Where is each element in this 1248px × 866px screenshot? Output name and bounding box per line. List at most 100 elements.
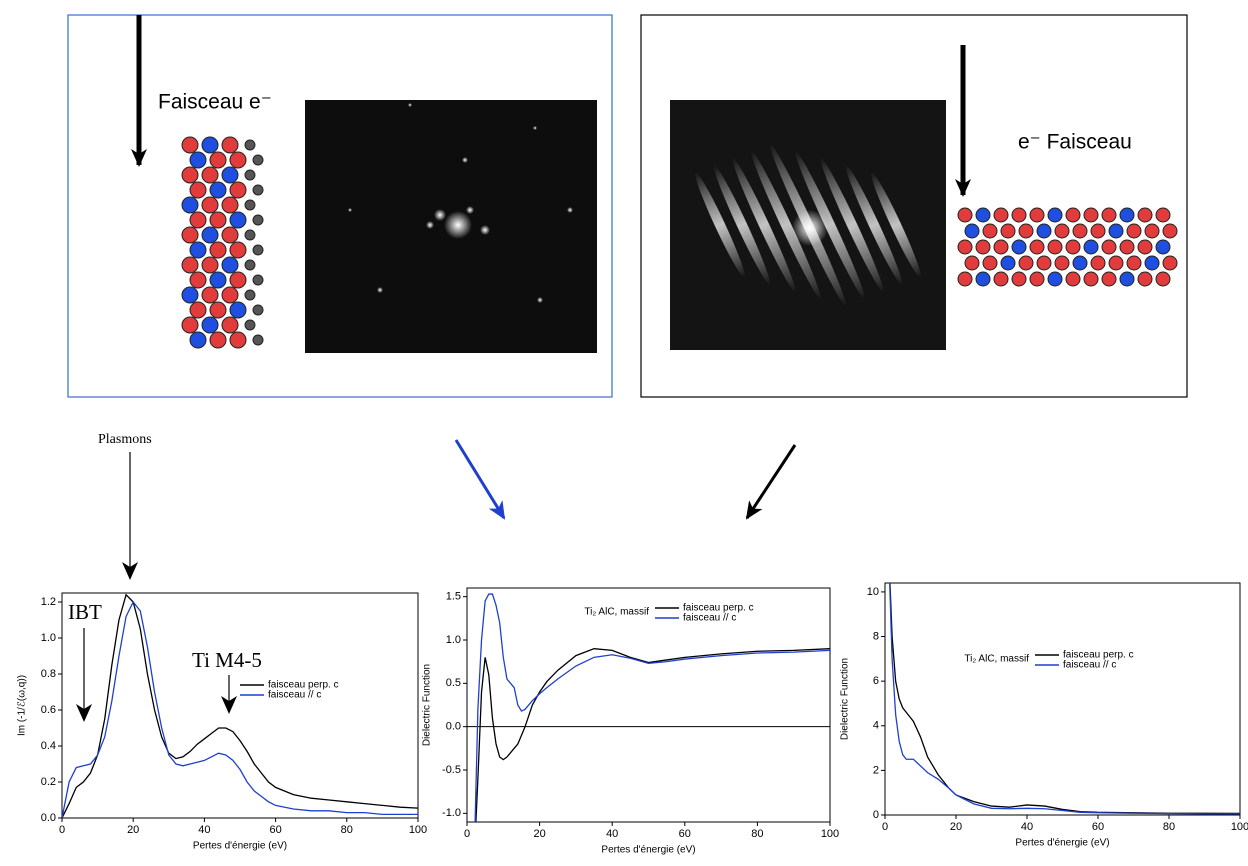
atom: [252, 184, 264, 196]
x-tick-label: 60: [269, 824, 281, 836]
diffraction-streak: [732, 157, 796, 293]
diffraction-spot: [444, 211, 472, 239]
atom: [1047, 239, 1063, 255]
atom: [1101, 271, 1117, 287]
atom: [252, 154, 264, 166]
annotation: Plasmons: [98, 432, 152, 447]
atom: [957, 271, 973, 287]
atom: [957, 207, 973, 223]
x-tick-label: 100: [1231, 821, 1248, 833]
atom: [244, 139, 256, 151]
x-tick-label: 100: [409, 824, 427, 836]
atom: [957, 239, 973, 255]
atom: [1018, 255, 1034, 271]
x-axis-label: Pertes d'énergie (eV): [193, 841, 287, 852]
atom: [201, 316, 219, 334]
atom: [1090, 255, 1106, 271]
atom: [221, 256, 239, 274]
atom: [1126, 223, 1142, 239]
atom: [1083, 239, 1099, 255]
atom: [229, 181, 247, 199]
atom: [209, 151, 227, 169]
diffraction-spot: [348, 208, 352, 212]
atom: [1083, 271, 1099, 287]
link-arrow: [454, 439, 506, 520]
atom: [189, 271, 207, 289]
atom: [244, 199, 256, 211]
diffraction-spot: [377, 287, 383, 293]
x-tick-label: 60: [679, 828, 691, 840]
y-tick-label: 0.4: [41, 740, 56, 752]
x-tick-label: 40: [1021, 821, 1033, 833]
data-line: [889, 583, 1240, 815]
x-tick-label: 100: [821, 828, 839, 840]
beam-label: e⁻ Faisceau: [1018, 131, 1132, 154]
legend-label: faisceau // c: [683, 613, 736, 624]
atom: [1108, 255, 1124, 271]
atom: [1065, 271, 1081, 287]
y-tick-label: 1.2: [41, 596, 56, 608]
atom: [1072, 223, 1088, 239]
atom: [181, 136, 199, 154]
atom: [209, 181, 227, 199]
diffraction-streak: [820, 157, 884, 293]
y-axis-label: Dielectric Function: [422, 664, 433, 746]
atom: [993, 271, 1009, 287]
atom: [1162, 255, 1178, 271]
diffraction-spot: [480, 225, 490, 235]
diffraction-spot: [408, 103, 412, 107]
atom: [1126, 255, 1142, 271]
diffraction-spot: [462, 157, 468, 163]
atom: [244, 289, 256, 301]
atom: [1036, 255, 1052, 271]
atom: [1065, 207, 1081, 223]
atom: [209, 271, 227, 289]
atom: [1011, 207, 1027, 223]
atom: [975, 207, 991, 223]
diffraction-streak: [795, 150, 865, 300]
atom: [1137, 207, 1153, 223]
x-tick-label: 20: [950, 821, 962, 833]
crystal-structures: [181, 103, 1178, 349]
atom: [221, 316, 239, 334]
atom: [221, 286, 239, 304]
atom: [244, 229, 256, 241]
panel-frame: [67, 14, 613, 398]
y-tick-label: 0.0: [41, 812, 56, 824]
atom: [1155, 239, 1171, 255]
data-line: [474, 593, 830, 822]
y-axis-label: Dielectric Function: [840, 658, 851, 740]
atom: [1011, 239, 1027, 255]
atom: [252, 274, 264, 286]
annotation: IBT: [68, 600, 102, 624]
y-tick-label: -0.5: [442, 764, 461, 776]
plot-frame: [61, 592, 419, 819]
atom: [1065, 239, 1081, 255]
atom: [221, 136, 239, 154]
atom: [1036, 223, 1052, 239]
atom: [189, 301, 207, 319]
y-tick-label: 0.8: [41, 668, 56, 680]
atom: [975, 271, 991, 287]
y-tick-label: 6: [873, 675, 879, 687]
atom: [201, 196, 219, 214]
annotation: Ti M4-5: [192, 648, 262, 672]
atom: [209, 301, 227, 319]
atom: [1029, 239, 1045, 255]
atom: [1137, 271, 1153, 287]
atom: [229, 151, 247, 169]
x-tick-label: 0: [464, 828, 470, 840]
atom: [1011, 271, 1027, 287]
atom: [1083, 207, 1099, 223]
diffraction-streak: [751, 150, 821, 300]
y-tick-label: 8: [873, 630, 879, 642]
legend-title: Ti₂ AlC, massif: [964, 654, 1029, 665]
atom: [964, 223, 980, 239]
atom: [189, 181, 207, 199]
atom: [201, 136, 219, 154]
x-tick-label: 40: [198, 824, 210, 836]
atom: [201, 166, 219, 184]
atom: [209, 331, 227, 349]
